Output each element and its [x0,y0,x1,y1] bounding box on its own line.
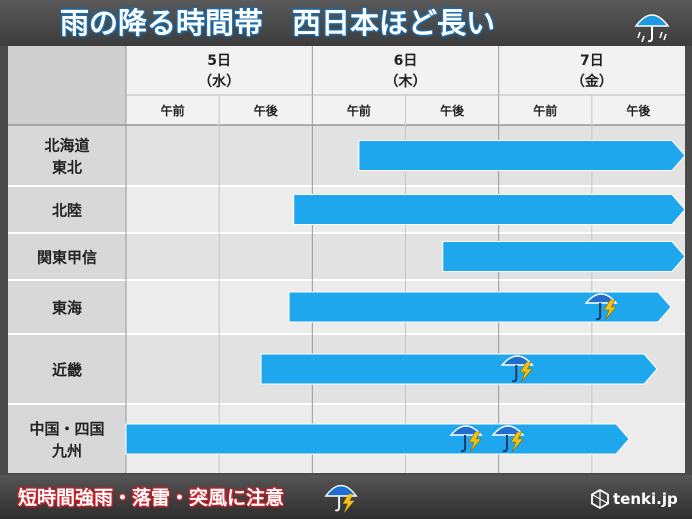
rain-bar [293,194,685,225]
period-label: 午前 [533,103,557,118]
umbrella-canopy [449,425,483,436]
region-cell [8,125,126,186]
umbrella-hook [595,315,602,321]
day-label: 5日 [207,53,231,69]
period-label: 午後 [626,103,651,118]
day-weekday-label: （金） [571,73,613,90]
region-label-line: 中国・四国 [29,420,104,438]
umbrella-canopy [500,355,534,366]
region-label-line: 東海 [52,299,82,317]
period-label: 午後 [254,103,279,118]
region-cell [8,280,126,334]
region-label: 北海道東北 [44,137,89,177]
region-label-line: 近畿 [52,361,82,379]
region-label-line: 北海道 [44,137,89,155]
region-label-line: 九州 [51,442,82,460]
region-cell [8,233,126,280]
header-corner [8,46,126,125]
umbrella-thunder-icon [491,425,525,453]
region-cell [8,186,126,233]
region-label: 関東甲信 [37,249,97,267]
region-cell [8,334,126,404]
day-weekday-label: （木） [385,73,427,90]
title-bar [0,0,692,46]
region-label: 近畿 [52,361,82,379]
day-label: 7日 [580,53,604,69]
umbrella-thunder-icon [500,355,534,383]
period-label: 午前 [347,103,371,118]
umbrella-rain-icon [634,14,670,43]
rain-bar [125,423,630,455]
region-label: 北陸 [52,202,82,220]
umbrella-hook [460,447,467,453]
region-label-line: 東北 [52,159,82,177]
region-cell [8,404,126,473]
lightning-bolt [519,361,533,383]
day-weekday-label: （水） [198,73,240,90]
period-label: 午前 [161,103,185,118]
lightning-bolt [510,431,524,453]
footer-bar [0,475,692,519]
tenki-logo-text: tenki.jp [613,490,678,508]
rain-bar [288,291,672,323]
umbrella-hook [512,377,518,383]
lightning-bolt [468,431,482,453]
region-label: 中国・四国九州 [29,420,104,460]
rain-bar [260,353,658,385]
day-label: 6日 [394,53,418,69]
region-label-line: 関東甲信 [37,249,97,267]
rain-bar [358,140,685,171]
period-label: 午後 [440,103,465,118]
tenki-logo-icon [591,489,609,509]
umbrella-hook [502,447,508,453]
chart-title: 雨の降る時間帯 西日本ほど長い [60,6,496,40]
warning-text: 短時間強雨・落雷・突風に注意 [18,487,285,509]
umbrella-canopy [491,425,525,436]
umbrella-thunder-icon [324,484,358,514]
umbrella-thunder-icon [449,425,483,453]
region-label: 東海 [52,299,82,317]
lightning-bolt [603,299,617,321]
rain-bar [442,241,685,272]
umbrella-thunder-icon [584,293,618,321]
region-label-line: 北陸 [52,202,82,220]
umbrella-canopy [584,293,618,304]
